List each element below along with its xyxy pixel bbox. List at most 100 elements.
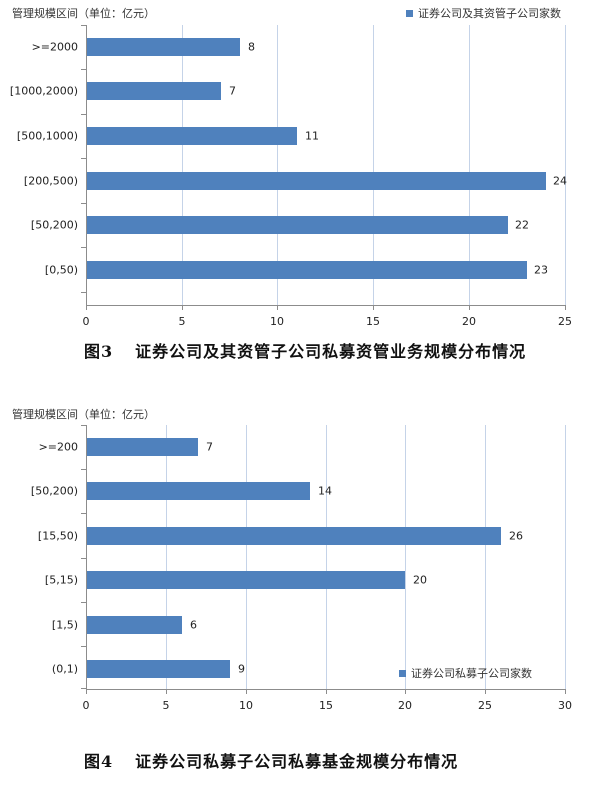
bar bbox=[87, 438, 198, 456]
y-tick bbox=[81, 602, 86, 603]
gridline bbox=[182, 25, 183, 305]
x-tick bbox=[166, 689, 167, 694]
y-tick bbox=[81, 25, 86, 26]
y-tick bbox=[81, 114, 86, 115]
x-tick-label: 10 bbox=[270, 315, 284, 328]
bar bbox=[87, 127, 297, 145]
data-label: 23 bbox=[534, 263, 548, 277]
bar bbox=[87, 38, 240, 56]
data-label: 24 bbox=[553, 174, 567, 188]
x-tick-label: 15 bbox=[319, 699, 333, 712]
category-label: [5,15) bbox=[44, 573, 78, 587]
x-tick-label: 5 bbox=[162, 699, 170, 712]
figure-number: 图4 bbox=[84, 752, 114, 771]
gridline bbox=[326, 425, 327, 689]
y-tick bbox=[81, 646, 86, 647]
x-tick bbox=[485, 689, 486, 694]
chart-legend: 证券公司私募子公司家数 bbox=[399, 665, 532, 681]
category-label: [50,200) bbox=[30, 484, 78, 498]
gridline bbox=[246, 425, 247, 689]
y-tick bbox=[81, 469, 86, 470]
data-label: 7 bbox=[229, 84, 236, 98]
gridline bbox=[166, 425, 167, 689]
category-label: [1,5) bbox=[51, 618, 78, 632]
gridline bbox=[565, 425, 566, 689]
data-label: 14 bbox=[318, 484, 332, 498]
x-tick-label: 0 bbox=[82, 699, 90, 712]
x-tick-label: 10 bbox=[239, 699, 253, 712]
x-tick bbox=[86, 305, 87, 310]
gridline bbox=[405, 425, 406, 689]
gridline bbox=[565, 25, 566, 305]
category-label: [50,200) bbox=[30, 218, 78, 232]
gridline bbox=[373, 25, 374, 305]
x-tick bbox=[469, 305, 470, 310]
gridline bbox=[469, 25, 470, 305]
x-tick bbox=[86, 689, 87, 694]
x-tick bbox=[182, 305, 183, 310]
data-label: 22 bbox=[515, 218, 529, 232]
x-tick-label: 5 bbox=[178, 315, 186, 328]
data-label: 8 bbox=[248, 40, 255, 54]
x-tick-label: 20 bbox=[398, 699, 412, 712]
y-tick bbox=[81, 425, 86, 426]
bar bbox=[87, 82, 221, 100]
x-tick-label: 30 bbox=[558, 699, 572, 712]
gridline bbox=[277, 25, 278, 305]
plot-area: 0 5 10 15 20 25 30 >=200 7 [50,200) 14 [… bbox=[31, 425, 572, 712]
data-label: 9 bbox=[238, 662, 245, 676]
y-axis-unit-label: 管理规模区间（单位：亿元） bbox=[12, 408, 155, 421]
plot-area: 0 5 10 15 20 25 >=2000 8 [1000,2000) 7 [… bbox=[10, 25, 572, 328]
y-tick bbox=[81, 158, 86, 159]
category-label: [15,50) bbox=[37, 529, 78, 543]
legend-swatch-icon bbox=[399, 669, 406, 677]
x-tick bbox=[373, 305, 374, 310]
x-tick bbox=[326, 689, 327, 694]
bar bbox=[87, 616, 182, 634]
data-label: 11 bbox=[305, 129, 319, 143]
figure-4-chart: 管理规模区间（单位：亿元） 0 5 10 15 20 25 30 >=200 bbox=[0, 400, 600, 789]
bar bbox=[87, 172, 546, 190]
x-tick-label: 25 bbox=[558, 315, 572, 328]
data-label: 7 bbox=[206, 440, 213, 454]
figure-caption: 图3 证券公司及其资管子公司私募资管业务规模分布情况 bbox=[84, 338, 526, 362]
x-tick bbox=[565, 689, 566, 694]
bar bbox=[87, 527, 501, 545]
category-label: (0,1) bbox=[51, 662, 78, 676]
x-tick-label: 15 bbox=[366, 315, 380, 328]
bar bbox=[87, 482, 310, 500]
figure-number: 图3 bbox=[84, 342, 114, 361]
category-label: [200,500) bbox=[23, 174, 78, 188]
figure-3-chart: 管理规模区间（单位：亿元） 证券公司及其资管子公司家数 0 5 10 15 bbox=[0, 0, 600, 370]
y-tick bbox=[81, 688, 86, 689]
category-label: >=2000 bbox=[31, 40, 78, 54]
y-tick bbox=[81, 247, 86, 248]
legend-label: 证券公司私募子公司家数 bbox=[411, 667, 532, 680]
figure-title: 证券公司及其资管子公司私募资管业务规模分布情况 bbox=[135, 342, 527, 361]
category-label: [0,50) bbox=[44, 263, 78, 277]
x-axis bbox=[86, 305, 566, 306]
y-axis-unit-label: 管理规模区间（单位：亿元） bbox=[12, 7, 155, 20]
y-tick bbox=[81, 69, 86, 70]
y-axis bbox=[86, 25, 87, 305]
data-label: 20 bbox=[413, 573, 427, 587]
y-axis bbox=[86, 425, 87, 689]
bar bbox=[87, 261, 527, 279]
y-tick bbox=[81, 513, 86, 514]
category-label: [500,1000) bbox=[16, 129, 78, 143]
data-label: 26 bbox=[509, 529, 523, 543]
legend-label: 证券公司及其资管子公司家数 bbox=[418, 7, 561, 20]
gridline bbox=[485, 425, 486, 689]
x-tick-label: 20 bbox=[462, 315, 476, 328]
x-tick bbox=[565, 305, 566, 310]
category-label: [1000,2000) bbox=[9, 84, 78, 98]
data-label: 6 bbox=[190, 618, 197, 632]
bar bbox=[87, 571, 405, 589]
y-tick bbox=[81, 292, 86, 293]
y-tick bbox=[81, 558, 86, 559]
figure-caption: 图4 证券公司私募子公司私募基金规模分布情况 bbox=[84, 748, 458, 772]
chart-legend: 证券公司及其资管子公司家数 bbox=[406, 5, 561, 21]
bar bbox=[87, 216, 508, 234]
x-tick bbox=[405, 689, 406, 694]
y-tick bbox=[81, 203, 86, 204]
